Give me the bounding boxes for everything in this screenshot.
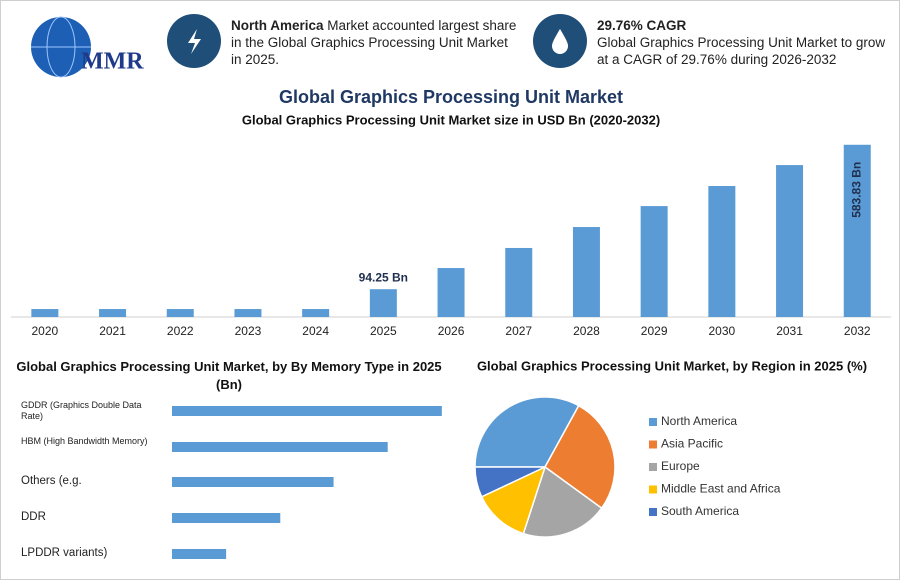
bar	[172, 442, 388, 452]
pie-slice	[544, 404, 616, 510]
y-tick-label: LPDDR variants)	[21, 547, 108, 559]
chart-title: Global Graphics Processing Unit Market, …	[16, 359, 442, 392]
highlight-text: Market accounted largest share in the Gl…	[231, 18, 517, 67]
x-tick-label: 2026	[438, 324, 465, 338]
y-tick-label: DDR	[21, 511, 46, 523]
bar	[172, 406, 442, 416]
legend-swatch	[649, 418, 657, 426]
highlight: 29.76% CAGR Global Graphics Processing Un…	[597, 17, 887, 68]
bar	[708, 186, 736, 317]
x-tick-label: 2025	[370, 324, 397, 338]
legend-label: North America	[661, 414, 737, 428]
data-label: 94.25 Bn	[359, 270, 408, 284]
highlight: North America Market accounted largest s…	[231, 17, 521, 68]
pie-slice	[480, 465, 547, 535]
x-tick-label: 2027	[505, 324, 532, 338]
pie-slice	[522, 465, 603, 538]
bar	[31, 309, 59, 317]
bar	[172, 513, 281, 523]
legend-label: Asia Pacific	[661, 437, 723, 451]
logo-text: MMR	[81, 49, 144, 75]
highlight-title: 29.76% CAGR	[597, 18, 687, 33]
icon-bolt	[188, 29, 201, 54]
x-tick-label: 2032	[844, 324, 871, 338]
pie-slice	[474, 396, 580, 468]
chart-title: Global Graphics Processing Unit Market s…	[242, 112, 660, 127]
x-tick-label: 2028	[573, 324, 600, 338]
highlight-bold: North America	[231, 18, 324, 33]
legend-swatch	[649, 508, 657, 516]
legend-swatch	[649, 485, 657, 494]
x-tick-label: 2030	[708, 324, 735, 338]
legend-swatch	[649, 463, 657, 471]
bar	[572, 227, 600, 317]
bar	[437, 268, 465, 317]
bar	[99, 309, 127, 317]
bar	[505, 247, 533, 317]
x-tick-label: 2031	[776, 324, 803, 338]
bar	[234, 309, 262, 317]
legend-swatch	[649, 440, 657, 449]
x-tick-label: 2021	[99, 324, 126, 338]
chart-title: Global Graphics Processing Unit Market, …	[477, 358, 867, 373]
bar	[843, 144, 871, 317]
bar	[640, 206, 668, 317]
highlight-text: Global Graphics Processing Unit Market t…	[597, 35, 886, 67]
main-title: Global Graphics Processing Unit Market	[279, 87, 623, 107]
x-tick-label: 2023	[235, 324, 262, 338]
data-label: 583.83 Bn	[849, 162, 863, 218]
x-tick-label: 2022	[167, 324, 194, 338]
legend-label: Europe	[661, 459, 700, 473]
legend-label: Middle East and Africa	[661, 482, 781, 496]
x-tick-label: 2020	[31, 324, 58, 338]
y-tick-label: GDDR (Graphics Double Data Rate)	[21, 400, 142, 421]
bar	[776, 165, 804, 317]
bar	[302, 309, 330, 317]
bar	[172, 477, 334, 487]
pie-slice	[474, 466, 546, 498]
x-tick-label: 2024	[302, 324, 329, 338]
bar	[172, 549, 227, 559]
y-tick-label: HBM (High Bandwidth Memory)	[21, 436, 148, 446]
legend-label: South America	[661, 504, 739, 518]
bar	[369, 289, 397, 317]
icon-drop	[552, 29, 568, 54]
x-tick-label: 2029	[641, 324, 668, 338]
bar	[166, 309, 194, 317]
y-tick-label: Others (e.g.	[21, 475, 82, 487]
